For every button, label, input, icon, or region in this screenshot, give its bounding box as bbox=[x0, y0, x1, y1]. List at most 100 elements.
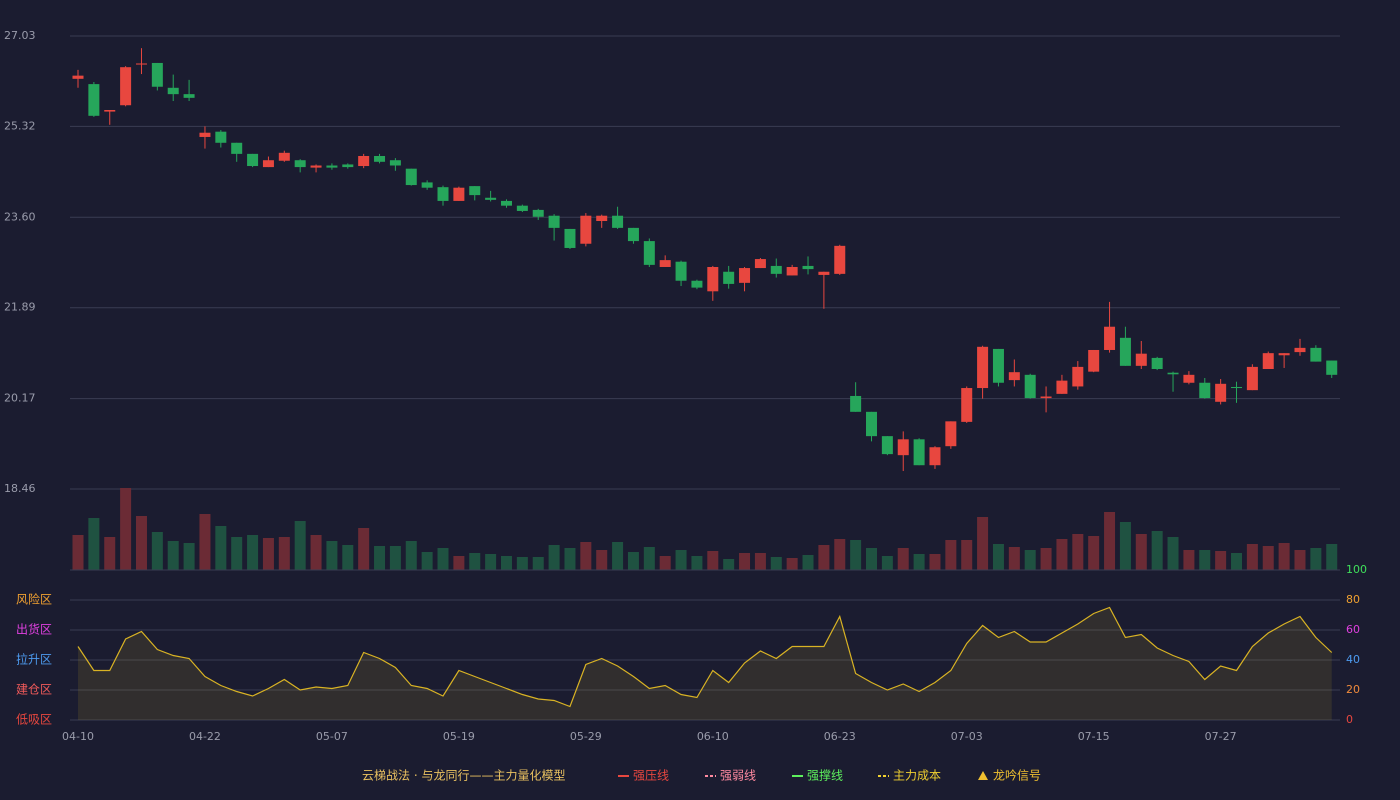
volume-bar bbox=[437, 548, 449, 570]
candle-body bbox=[739, 268, 751, 283]
candle-body bbox=[961, 388, 973, 422]
candle-body bbox=[1326, 360, 1338, 375]
zone-label: 低吸区 bbox=[16, 713, 52, 727]
candle-body bbox=[929, 447, 941, 466]
volume-bar bbox=[199, 514, 211, 570]
candle-body bbox=[818, 271, 830, 275]
candle-body bbox=[691, 280, 703, 288]
x-tick-label: 05-29 bbox=[570, 730, 602, 743]
volume-bar bbox=[992, 544, 1004, 570]
candle-body bbox=[453, 187, 465, 201]
candle-body bbox=[992, 348, 1004, 383]
candle-body bbox=[675, 261, 687, 281]
candle-body bbox=[247, 153, 259, 167]
candle-body bbox=[342, 164, 354, 168]
volume-bar bbox=[1215, 551, 1227, 570]
candle-body bbox=[1294, 347, 1306, 353]
legend-title: 云梯战法 · 与龙同行——主力量化模型 bbox=[362, 769, 565, 783]
volume-bar bbox=[1278, 543, 1290, 570]
volume-bar bbox=[421, 552, 433, 570]
volume-bar bbox=[1310, 548, 1322, 570]
candle-body bbox=[802, 265, 814, 270]
candle-body bbox=[723, 271, 735, 284]
candle-body bbox=[1072, 366, 1084, 387]
candle-body bbox=[754, 259, 766, 269]
candle-body bbox=[1056, 380, 1068, 394]
volume-bar bbox=[961, 540, 973, 570]
x-tick-label: 05-07 bbox=[316, 730, 348, 743]
volume-bar bbox=[278, 537, 290, 570]
volume-bar bbox=[913, 554, 925, 570]
volume-bar bbox=[1183, 550, 1195, 570]
volume-bar bbox=[1151, 531, 1163, 570]
volume-bar bbox=[151, 532, 163, 570]
candle-body bbox=[945, 421, 957, 447]
volume-bar bbox=[1262, 546, 1274, 570]
y-tick-label: 20.17 bbox=[4, 392, 36, 405]
candle-body bbox=[897, 439, 909, 456]
volume-bar bbox=[770, 557, 782, 570]
candle-body bbox=[612, 215, 624, 228]
candle-body bbox=[1215, 383, 1227, 402]
x-tick-label: 07-03 bbox=[951, 730, 983, 743]
x-tick-label: 07-15 bbox=[1078, 730, 1110, 743]
volume-bar bbox=[532, 557, 544, 570]
candle-body bbox=[548, 215, 560, 228]
x-tick-label: 04-22 bbox=[189, 730, 221, 743]
volume-bar bbox=[88, 518, 100, 570]
volume-bar bbox=[564, 548, 576, 570]
candle-body bbox=[231, 142, 243, 154]
candle-body bbox=[786, 266, 798, 276]
volume-bar bbox=[294, 521, 306, 570]
candle-body bbox=[1024, 374, 1036, 399]
volume-bar bbox=[389, 546, 401, 570]
candle-body bbox=[1151, 357, 1163, 370]
volume-bar bbox=[1246, 544, 1258, 570]
candle-body bbox=[1135, 353, 1147, 366]
candle-body bbox=[1246, 366, 1258, 391]
volume-bar bbox=[675, 550, 687, 570]
candle-body bbox=[358, 155, 370, 167]
volume-bar bbox=[358, 528, 370, 570]
candle-body bbox=[1088, 349, 1100, 372]
volume-bar bbox=[707, 551, 719, 570]
legend-label: 主力成本 bbox=[893, 769, 941, 783]
volume-bar bbox=[1326, 544, 1338, 570]
candle-body bbox=[183, 94, 195, 98]
candle-body bbox=[850, 395, 862, 412]
candle-body bbox=[643, 241, 655, 265]
volume-bar bbox=[834, 539, 846, 570]
candle-body bbox=[1262, 353, 1274, 370]
candle-body bbox=[469, 186, 481, 196]
volume-bar bbox=[453, 556, 465, 570]
candle-body bbox=[913, 439, 925, 466]
volume-bar bbox=[1167, 537, 1179, 570]
candle-body bbox=[374, 155, 386, 162]
zone-label: 风险区 bbox=[16, 592, 52, 607]
y-tick-label: 25.32 bbox=[4, 119, 36, 132]
y2-tick-label: 80 bbox=[1346, 593, 1360, 606]
volume-bar bbox=[374, 546, 386, 570]
volume-bar bbox=[580, 542, 592, 570]
volume-bar bbox=[802, 555, 814, 570]
volume-bar bbox=[72, 535, 84, 570]
volume-bar bbox=[612, 542, 624, 570]
volume-bar bbox=[1088, 536, 1100, 570]
volume-bar bbox=[1135, 534, 1147, 570]
volume-bar bbox=[643, 547, 655, 570]
candle-body bbox=[1167, 372, 1179, 375]
x-tick-label: 05-19 bbox=[443, 730, 475, 743]
candle-body bbox=[1199, 382, 1211, 399]
volume-bar bbox=[120, 488, 132, 570]
candle-body bbox=[866, 411, 877, 437]
y-tick-label: 21.89 bbox=[4, 301, 36, 314]
zone-label: 出货区 bbox=[16, 622, 52, 637]
volume-bar bbox=[342, 545, 354, 570]
volume-bar bbox=[1294, 550, 1306, 570]
candle-body bbox=[135, 63, 147, 65]
candle-body bbox=[881, 436, 893, 455]
volume-bar bbox=[1199, 550, 1211, 570]
volume-bar bbox=[104, 537, 116, 570]
candle-body bbox=[104, 110, 116, 112]
legend-label: 强弱线 bbox=[720, 769, 756, 783]
